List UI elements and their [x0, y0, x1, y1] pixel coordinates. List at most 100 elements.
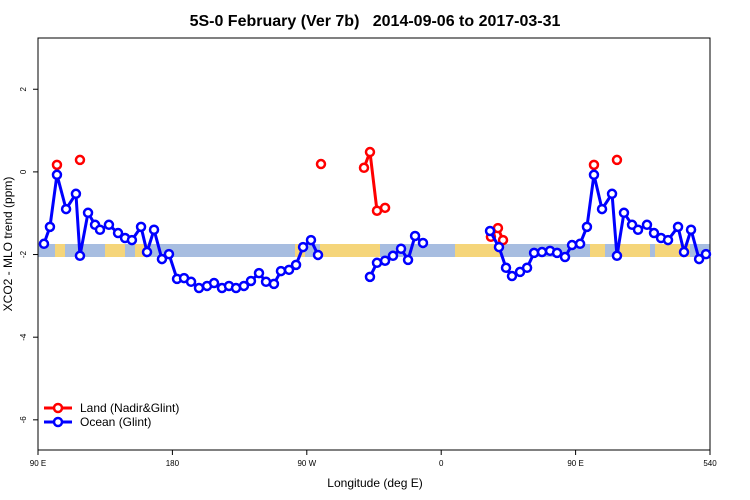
data-point	[38, 238, 50, 250]
data-point	[297, 241, 309, 253]
x-tick-label: 90 W	[297, 459, 316, 468]
y-tick-label: 0	[19, 169, 28, 174]
x-tick-label: 90 E	[567, 459, 583, 468]
data-point	[74, 154, 86, 166]
data-point	[648, 227, 660, 239]
data-point	[588, 169, 600, 181]
data-point	[379, 202, 391, 214]
data-point	[395, 243, 407, 255]
data-point	[371, 205, 383, 216]
data-point	[678, 246, 690, 258]
data-point	[581, 221, 593, 233]
data-point	[588, 159, 600, 171]
land-patch	[590, 244, 605, 257]
x-tick-label: 0	[439, 459, 444, 468]
y-tick-label: -6	[19, 416, 28, 424]
data-point	[551, 247, 563, 259]
data-point	[611, 250, 623, 262]
data-point	[253, 267, 265, 279]
data-point	[315, 158, 327, 170]
data-point	[506, 270, 518, 282]
data-point	[238, 280, 250, 292]
data-point	[606, 188, 618, 200]
data-point	[484, 225, 496, 237]
data-point	[662, 234, 674, 246]
data-point	[566, 239, 578, 251]
data-point	[364, 271, 376, 283]
data-point	[185, 276, 197, 288]
y-tick-label: -4	[19, 333, 28, 341]
data-point	[693, 253, 705, 265]
data-point	[245, 275, 257, 287]
data-point	[379, 255, 391, 266]
data-point	[536, 246, 548, 258]
data-point	[305, 234, 317, 246]
data-point	[685, 224, 697, 235]
legend-label: Land (Nadir&Glint)	[80, 401, 179, 415]
legend-label: Ocean (Glint)	[80, 415, 151, 429]
data-point	[103, 219, 115, 231]
data-point	[559, 251, 571, 263]
data-point	[148, 224, 160, 235]
data-point	[409, 230, 421, 242]
data-point	[82, 207, 94, 219]
data-point	[500, 262, 512, 274]
legend-marker	[52, 416, 64, 428]
data-point	[387, 250, 399, 262]
data-point	[632, 224, 644, 235]
data-point	[402, 254, 414, 266]
data-point	[493, 241, 505, 253]
data-point	[574, 238, 586, 250]
plot-frame	[37, 37, 711, 451]
land-ocean-strip	[38, 244, 710, 257]
data-point	[156, 253, 168, 265]
data-point	[611, 154, 623, 166]
land-patch	[455, 244, 500, 257]
data-point	[521, 262, 533, 274]
data-point	[51, 159, 63, 171]
data-point	[193, 282, 205, 294]
series-line	[362, 151, 386, 213]
data-point	[163, 248, 175, 260]
data-point	[70, 188, 82, 200]
data-point	[268, 278, 280, 290]
land-patch	[620, 244, 650, 257]
legend: Land (Nadir&Glint)Ocean (Glint)	[44, 401, 179, 429]
data-point	[364, 146, 376, 158]
land-patch	[105, 244, 125, 257]
data-point	[94, 224, 106, 235]
y-tick-label: 2	[19, 86, 28, 91]
x-tick-label: 180	[166, 459, 180, 468]
data-point	[60, 203, 72, 215]
x-axis-label: Longitude (deg E)	[327, 476, 422, 490]
data-point	[700, 248, 712, 260]
land-patch	[320, 244, 380, 257]
data-point	[51, 169, 63, 181]
legend-marker	[52, 402, 64, 414]
data-point	[135, 221, 147, 233]
data-point	[312, 249, 324, 261]
x-tick-label: 90 E	[30, 459, 46, 468]
data-point	[126, 234, 138, 246]
data-point	[618, 207, 630, 219]
data-point	[141, 246, 153, 258]
data-point	[44, 221, 56, 233]
x-tick-label: 540	[703, 459, 717, 468]
data-point	[283, 264, 295, 276]
data-point	[275, 265, 287, 277]
chart-title: 5S-0 February (Ver 7b) 2014-09-06 to 201…	[190, 13, 561, 30]
data-point	[74, 250, 86, 262]
y-axis-label: XCO2 - MLO trend (ppm)	[1, 177, 15, 312]
data-point	[358, 162, 370, 174]
data-point	[596, 203, 608, 215]
data-point	[672, 221, 684, 233]
data-point	[208, 277, 220, 289]
data-point	[417, 237, 429, 249]
data-point	[112, 227, 124, 239]
y-tick-label: -2	[19, 250, 28, 258]
data-point	[290, 259, 302, 271]
data-point	[371, 257, 383, 269]
data-point	[641, 219, 653, 231]
land-patch	[55, 244, 65, 257]
